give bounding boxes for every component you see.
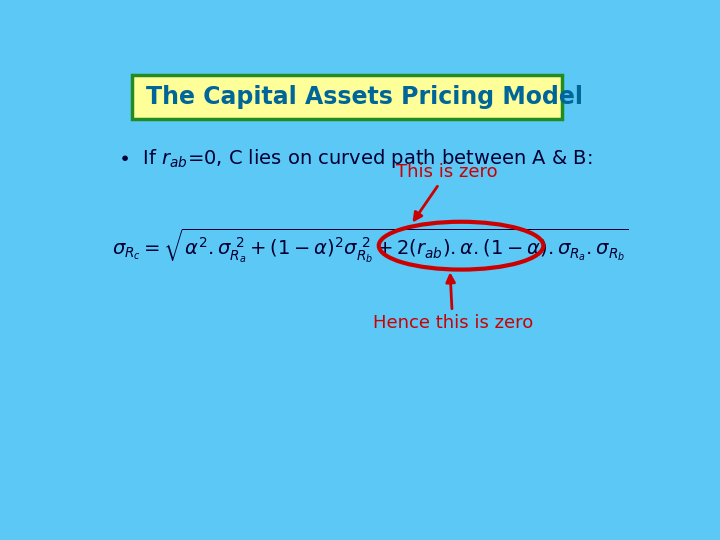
Text: $\sigma_{R_c} = \sqrt{\alpha^2.\sigma_{R_a}^{\ 2}+ (1-\alpha)^2\sigma_{R_b}^{\ 2: $\sigma_{R_c} = \sqrt{\alpha^2.\sigma_{R…	[112, 226, 629, 265]
Text: The Capital Assets Pricing Model: The Capital Assets Pricing Model	[145, 85, 582, 109]
Text: $\bullet$  If $r_{ab}$=0, C lies on curved path between A & B:: $\bullet$ If $r_{ab}$=0, C lies on curve…	[118, 147, 593, 170]
Text: Hence this is zero: Hence this is zero	[372, 275, 533, 332]
Text: This is zero: This is zero	[396, 163, 498, 220]
FancyBboxPatch shape	[132, 75, 562, 119]
